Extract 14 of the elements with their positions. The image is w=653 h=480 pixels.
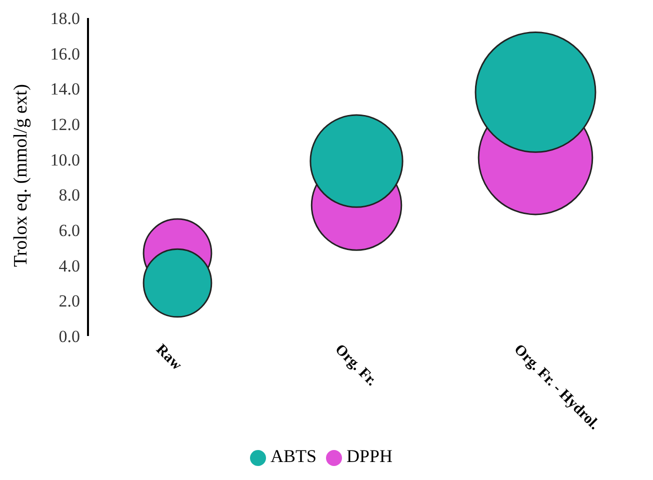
legend-label: ABTS: [270, 446, 316, 466]
y-tick-label: 6.0: [58, 221, 80, 240]
y-tick-label: 2.0: [58, 292, 80, 311]
y-tick-label: 18.0: [50, 9, 80, 28]
x-tick-label: Org. Fr.: [332, 342, 380, 390]
y-tick-label: 0.0: [58, 327, 80, 346]
y-tick-label: 14.0: [50, 80, 80, 99]
y-axis-title: Trolox eq. (mmol/g ext): [10, 84, 32, 267]
y-tick-label: 16.0: [50, 44, 80, 64]
y-tick-label: 4.0: [58, 256, 80, 276]
legend-label: DPPH: [346, 446, 393, 466]
y-tick-label: 12.0: [50, 115, 80, 134]
y-tick-label: 8.0: [58, 186, 80, 205]
y-tick-label: 10.0: [50, 150, 80, 170]
